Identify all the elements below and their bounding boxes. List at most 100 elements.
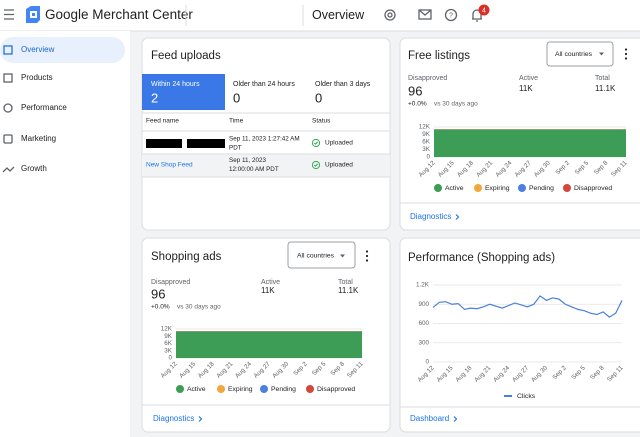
tab-count: 0 — [315, 90, 322, 105]
status-icon — [311, 138, 321, 148]
y-tick-label: 9K — [422, 131, 431, 138]
legend-label: Disapproved — [317, 386, 355, 393]
card — [399, 237, 640, 433]
legend-swatch — [434, 184, 442, 192]
mail-button[interactable] — [418, 9, 432, 20]
svg-text:?: ? — [449, 12, 453, 19]
y-tick-label: 6K — [422, 139, 431, 146]
card — [141, 37, 391, 231]
card-title: Performance (Shopping ads) — [408, 252, 555, 264]
card-title: Feed uploads — [151, 50, 221, 62]
stat-change: +0.0% — [151, 304, 170, 311]
link-text: Diagnostics — [410, 212, 451, 221]
nav-label: Performance — [21, 103, 67, 112]
y-tick-label: 3K — [164, 347, 173, 354]
nav-label: Growth — [21, 164, 47, 173]
legend-swatch — [260, 385, 268, 393]
y-tick-label: 300 — [418, 339, 429, 346]
top-bar — [0, 0, 640, 31]
y-tick-label: 600 — [418, 320, 429, 327]
legend-label: Disapproved — [574, 185, 612, 192]
logo — [26, 6, 40, 23]
legend-label: Active — [445, 185, 464, 192]
tab-label: Within 24 hours — [151, 81, 200, 88]
tab-count: 0 — [233, 90, 240, 105]
settings-button[interactable] — [384, 9, 396, 21]
notification-badge: 4 — [482, 7, 486, 14]
cell: 12:00:00 AM PDT — [229, 166, 279, 173]
more-button[interactable] — [624, 48, 628, 60]
card-title: Shopping ads — [151, 251, 222, 263]
nav-item[interactable]: Marketing — [3, 134, 56, 144]
nav-label: Marketing — [21, 134, 56, 143]
stat-comparison: vs 30 days ago — [434, 101, 478, 108]
line — [432, 295, 623, 318]
y-tick-label: 0 — [425, 359, 429, 366]
notifications-button[interactable] — [472, 4, 490, 22]
column-header: Feed name — [146, 118, 179, 125]
card-title: Free listings — [408, 50, 470, 62]
more-button[interactable] — [365, 250, 369, 262]
cell: Sep 11, 2023 — [229, 157, 266, 164]
legend-swatch — [217, 385, 225, 393]
cell: Sep 11, 2023 1:27:42 AM — [229, 136, 300, 143]
legend-label: Pending — [271, 386, 296, 393]
status-icon — [311, 160, 321, 170]
cell: Uploaded — [325, 140, 353, 147]
area — [176, 331, 362, 358]
selected-tab[interactable] — [142, 74, 225, 110]
stat-label: Active — [519, 75, 538, 82]
redacted — [146, 139, 182, 148]
help-button[interactable]: ? — [444, 8, 458, 22]
selected-nav — [0, 37, 125, 63]
dropdown-label: All countries — [555, 51, 593, 58]
country-dropdown[interactable] — [287, 241, 356, 269]
legend-label: Active — [187, 386, 206, 393]
stat-label: Disapproved — [151, 279, 190, 286]
diagnostics-link[interactable]: Diagnostics — [153, 414, 203, 423]
tab-label[interactable]: Older than 3 days — [315, 81, 371, 88]
dashboard-link[interactable]: Dashboard — [410, 414, 458, 423]
stat-value: 11K — [261, 286, 275, 295]
nav-label: Overview — [21, 45, 55, 54]
country-dropdown[interactable] — [546, 41, 614, 67]
y-tick-label: 12K — [419, 124, 431, 131]
tab-count: 2 — [151, 90, 158, 105]
stat-label: Active — [261, 279, 280, 286]
dropdown-label: All countries — [297, 252, 335, 259]
legend-swatch — [474, 184, 482, 192]
y-tick-label: 12K — [161, 326, 173, 333]
tab-label[interactable]: Older than 24 hours — [233, 81, 295, 88]
nav-label: Products — [21, 73, 53, 82]
stat-label: Total — [595, 75, 610, 82]
stat-change: +0.0% — [408, 101, 427, 108]
nav-item[interactable]: Performance — [3, 103, 67, 113]
nav-item[interactable]: Growth — [2, 164, 47, 173]
y-tick-label: 0 — [168, 355, 172, 362]
legend-label: Pending — [529, 185, 554, 192]
legend-label: Clicks — [517, 393, 536, 400]
area — [434, 129, 626, 157]
y-tick-label: 9K — [164, 333, 173, 340]
y-tick-label: 1.2K — [416, 282, 430, 289]
legend-label: Expiring — [485, 185, 510, 192]
diagnostics-link[interactable]: Diagnostics — [410, 212, 460, 221]
legend-swatch — [176, 385, 184, 393]
y-tick-label: 900 — [418, 301, 429, 308]
stat-value: 96 — [408, 83, 422, 98]
redacted — [187, 139, 225, 148]
stat-label: Disapproved — [408, 75, 447, 82]
nav-item[interactable]: Products — [3, 73, 53, 83]
legend-swatch — [518, 184, 526, 192]
stat-value: 11K — [519, 84, 533, 93]
feed-link[interactable]: New Shop Feed — [146, 162, 193, 169]
nav-item[interactable]: Overview — [3, 45, 55, 55]
sidebar — [0, 31, 130, 437]
y-tick-label: 0 — [426, 154, 430, 161]
cell: PDT — [229, 145, 242, 152]
legend-label: Expiring — [228, 386, 253, 393]
menu-button[interactable] — [4, 9, 14, 20]
y-tick-label: 3K — [422, 146, 431, 153]
